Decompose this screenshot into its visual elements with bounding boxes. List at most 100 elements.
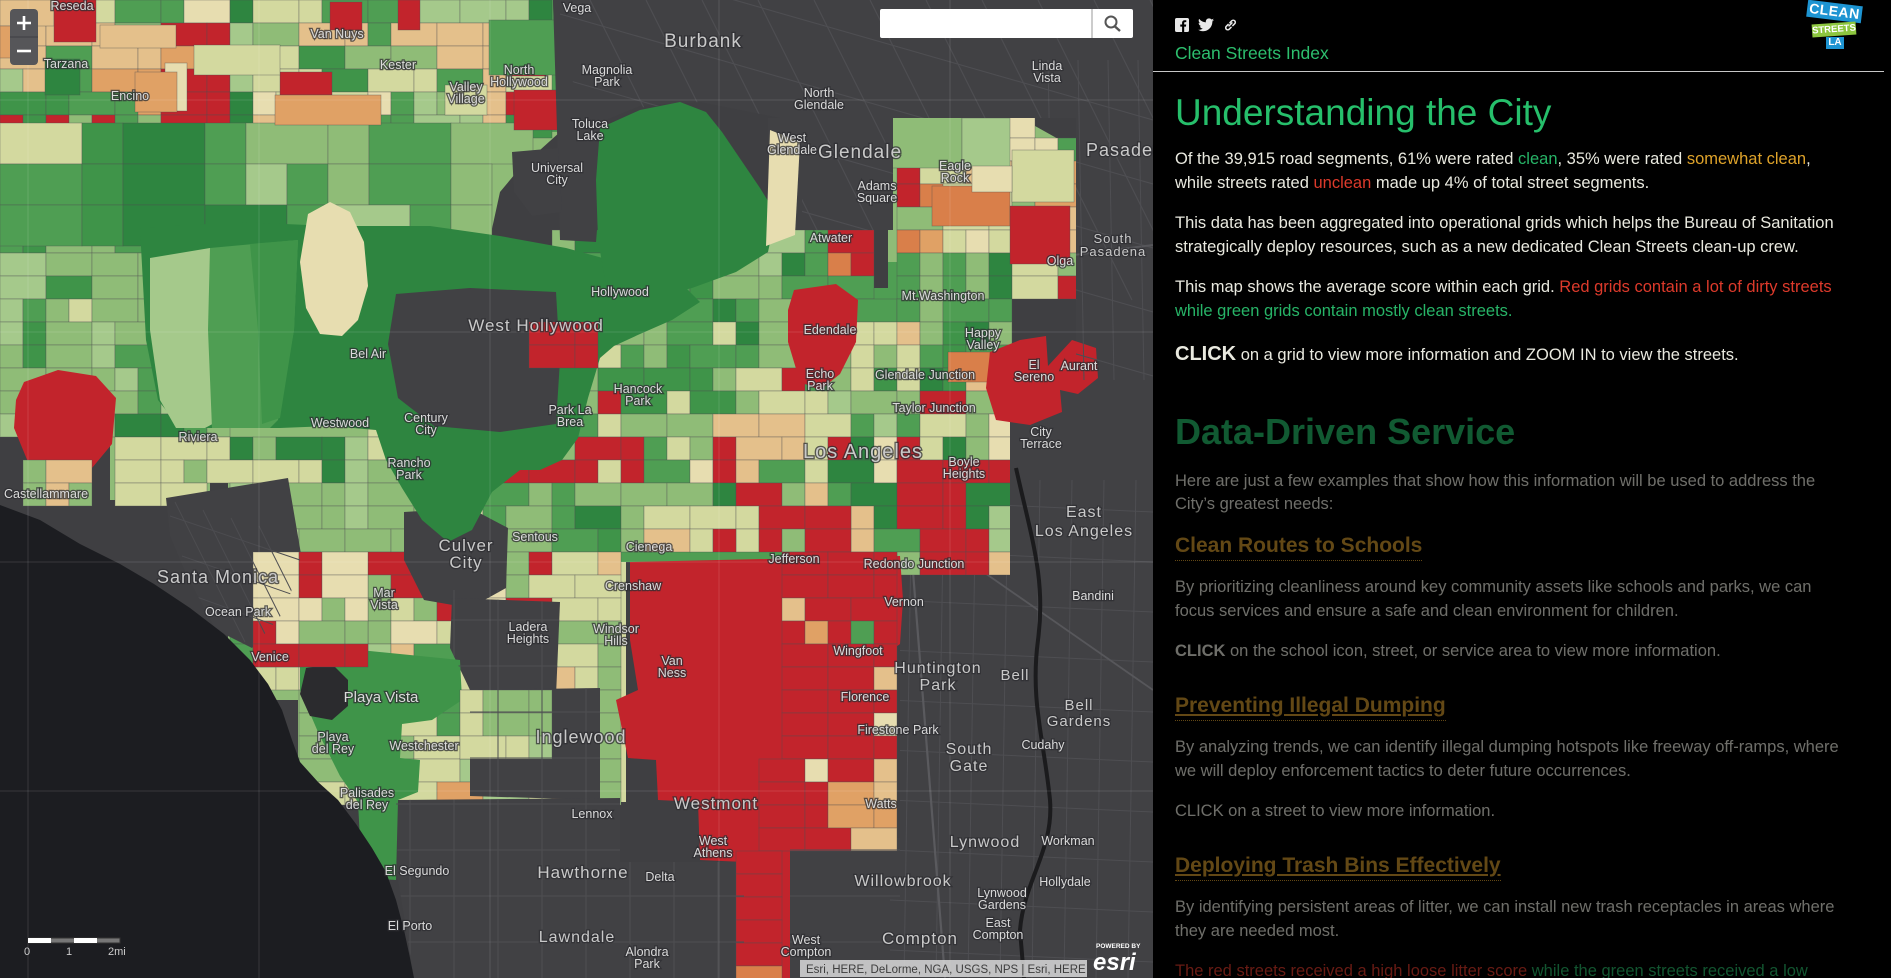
- svg-text:West: West: [699, 834, 728, 848]
- svg-text:Park: Park: [594, 75, 620, 89]
- svg-text:Van Nuys: Van Nuys: [310, 27, 363, 41]
- svg-text:Brea: Brea: [557, 415, 583, 429]
- svg-text:Hollywood: Hollywood: [591, 285, 649, 299]
- svg-text:Universal: Universal: [531, 161, 583, 175]
- svg-text:Ness: Ness: [658, 666, 686, 680]
- svg-text:Sereno: Sereno: [1014, 370, 1054, 384]
- svg-text:Atwater: Atwater: [810, 231, 852, 245]
- svg-text:Bel Air: Bel Air: [350, 347, 386, 361]
- svg-text:Valley: Valley: [449, 80, 483, 94]
- svg-text:Mt.Washington: Mt.Washington: [902, 289, 985, 303]
- svg-text:Terrace: Terrace: [1020, 437, 1062, 451]
- svg-text:Taylor Junction: Taylor Junction: [892, 401, 975, 415]
- svg-text:West Hollywood: West Hollywood: [468, 316, 604, 335]
- svg-text:Lynwood: Lynwood: [977, 886, 1027, 900]
- svg-text:1: 1: [66, 946, 72, 958]
- svg-text:Ladera: Ladera: [509, 620, 548, 634]
- svg-text:Castellammare: Castellammare: [4, 487, 88, 501]
- svg-text:Gate: Gate: [950, 758, 989, 775]
- svg-text:Pasadena: Pasadena: [1080, 244, 1147, 259]
- svg-text:City: City: [415, 423, 437, 437]
- svg-text:Van: Van: [661, 654, 682, 668]
- svg-text:Hills: Hills: [604, 634, 628, 648]
- svg-text:Cienega: Cienega: [626, 540, 673, 554]
- svg-text:esri: esri: [1093, 949, 1137, 976]
- svg-text:Westmont: Westmont: [674, 794, 758, 813]
- svg-text:Lennox: Lennox: [571, 807, 613, 821]
- svg-text:Workman: Workman: [1041, 834, 1094, 848]
- svg-text:Santa Monica: Santa Monica: [157, 567, 279, 587]
- svg-text:Lake: Lake: [576, 129, 603, 143]
- svg-text:Los Angeles: Los Angeles: [1035, 523, 1133, 540]
- svg-text:del Rey: del Rey: [312, 742, 355, 756]
- svg-text:East: East: [1066, 504, 1102, 521]
- svg-text:Rock: Rock: [941, 171, 970, 185]
- svg-text:Vista: Vista: [1033, 71, 1061, 85]
- svg-text:South: South: [1094, 231, 1133, 246]
- svg-text:Adams: Adams: [858, 179, 897, 193]
- svg-text:Compton: Compton: [781, 945, 832, 959]
- svg-text:Lawndale: Lawndale: [539, 929, 616, 946]
- svg-text:Glendale: Glendale: [794, 98, 844, 112]
- svg-text:Florence: Florence: [841, 690, 890, 704]
- svg-text:West: West: [792, 933, 821, 947]
- svg-text:Glendale Junction: Glendale Junction: [875, 368, 975, 382]
- svg-text:Delta: Delta: [645, 870, 674, 884]
- svg-text:Playa: Playa: [317, 730, 348, 744]
- svg-text:El Porto: El Porto: [388, 919, 433, 933]
- svg-text:Windsor: Windsor: [593, 622, 639, 636]
- svg-text:Vega: Vega: [563, 1, 592, 15]
- svg-text:Athens: Athens: [694, 846, 733, 860]
- svg-text:City: City: [1030, 425, 1052, 439]
- svg-text:Square: Square: [857, 191, 897, 205]
- svg-text:Playa Vista: Playa Vista: [344, 689, 419, 706]
- svg-text:Compton: Compton: [882, 929, 958, 948]
- svg-text:Ocean Park: Ocean Park: [205, 605, 272, 619]
- svg-text:Reseda: Reseda: [50, 0, 93, 13]
- svg-text:Glendale: Glendale: [767, 143, 817, 157]
- svg-text:Park: Park: [625, 394, 651, 408]
- svg-text:Lynwood: Lynwood: [950, 834, 1020, 851]
- svg-text:El: El: [1028, 358, 1039, 372]
- svg-text:Mar: Mar: [373, 586, 395, 600]
- svg-text:Park: Park: [634, 957, 660, 971]
- svg-text:Bandini: Bandini: [1072, 589, 1114, 603]
- svg-text:Encino: Encino: [111, 89, 149, 103]
- svg-text:Westwood: Westwood: [311, 416, 369, 430]
- svg-text:Huntington: Huntington: [894, 660, 981, 677]
- svg-text:Inglewood: Inglewood: [535, 727, 626, 747]
- svg-text:Willowbrook: Willowbrook: [854, 873, 951, 890]
- svg-text:Vernon: Vernon: [884, 595, 924, 609]
- svg-text:Aurant: Aurant: [1061, 359, 1098, 373]
- svg-text:Magnolia: Magnolia: [582, 63, 633, 77]
- svg-text:Redondo Junction: Redondo Junction: [864, 557, 965, 571]
- svg-text:Sentous: Sentous: [512, 530, 558, 544]
- svg-text:Cudahy: Cudahy: [1021, 738, 1065, 752]
- svg-text:Happy: Happy: [965, 326, 1002, 340]
- svg-text:City: City: [449, 553, 482, 572]
- svg-text:Gardens: Gardens: [978, 898, 1026, 912]
- svg-text:City: City: [546, 173, 568, 187]
- svg-text:Riviera: Riviera: [179, 430, 218, 444]
- svg-text:Century: Century: [404, 411, 449, 425]
- svg-text:Palisades: Palisades: [340, 786, 394, 800]
- svg-text:Jefferson: Jefferson: [768, 552, 819, 566]
- svg-text:South: South: [946, 741, 993, 758]
- svg-text:Heights: Heights: [943, 467, 985, 481]
- svg-text:Echo: Echo: [806, 367, 835, 381]
- svg-text:Kester: Kester: [380, 58, 416, 72]
- svg-text:Gardens: Gardens: [1047, 713, 1112, 730]
- svg-text:2mi: 2mi: [108, 946, 126, 958]
- svg-text:del Rey: del Rey: [346, 798, 389, 812]
- svg-text:Park: Park: [396, 468, 422, 482]
- svg-text:Pasaden: Pasaden: [1086, 140, 1153, 160]
- svg-text:Village: Village: [447, 92, 484, 106]
- svg-text:Hancock: Hancock: [614, 382, 663, 396]
- svg-text:Toluca: Toluca: [572, 117, 608, 131]
- svg-text:Glendale: Glendale: [818, 142, 902, 163]
- svg-text:Wingfoot: Wingfoot: [833, 644, 883, 658]
- svg-text:0: 0: [24, 946, 30, 958]
- svg-text:Eagle: Eagle: [939, 159, 971, 173]
- svg-text:Crenshaw: Crenshaw: [605, 579, 662, 593]
- svg-text:Edendale: Edendale: [804, 323, 857, 337]
